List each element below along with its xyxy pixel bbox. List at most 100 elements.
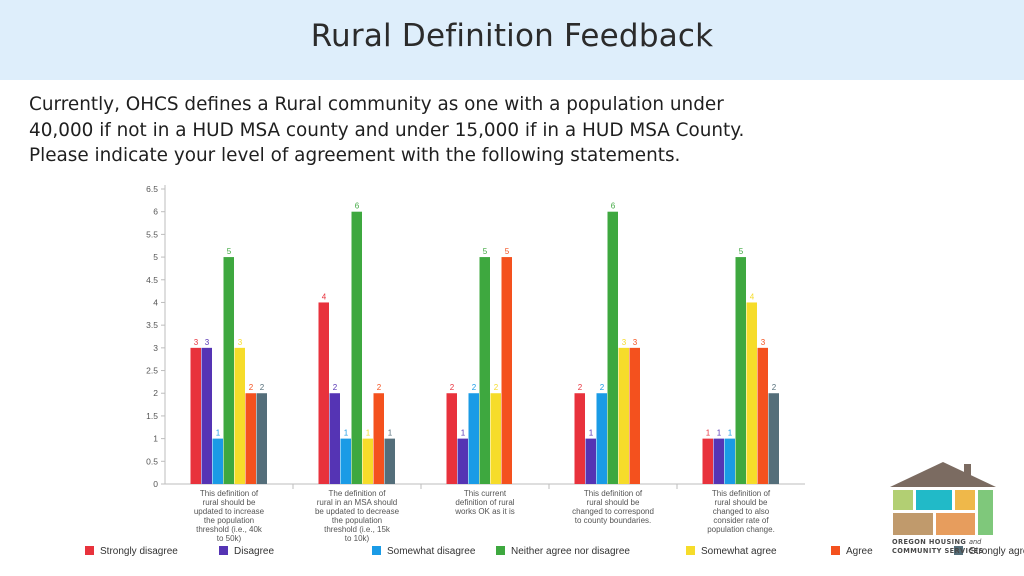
x-category-label-line: to county boundaries.: [575, 516, 652, 525]
bar: [768, 393, 779, 484]
data-label: 5: [483, 247, 488, 256]
bar: [746, 302, 757, 484]
legend-label: Disagree: [234, 546, 274, 557]
data-label: 1: [366, 429, 371, 438]
x-category-label-line: be updated to decrease: [315, 507, 400, 516]
data-label: 2: [333, 383, 338, 392]
bar: [713, 438, 724, 484]
x-category-label-line: changed to correspond: [572, 507, 654, 516]
legend-swatch: [831, 546, 840, 555]
legend-swatch: [85, 546, 94, 555]
data-label: 3: [205, 338, 210, 347]
logo-tile: [916, 490, 952, 510]
bar: [340, 438, 351, 484]
legend-label: Somewhat agree: [701, 546, 777, 557]
x-category-label: This definition of rural should be updated…: [194, 489, 265, 543]
y-tick-label: 1.5: [146, 411, 158, 421]
data-label: 2: [472, 383, 477, 392]
x-category-label-line: This definition of: [712, 489, 771, 498]
intro-line-2: 40,000 if not in a HUD MSA county and un…: [29, 119, 745, 141]
y-tick-label: 4: [153, 297, 158, 307]
data-label: 3: [238, 338, 243, 347]
x-category-label-line: the population: [332, 516, 382, 525]
legend-swatch: [496, 546, 505, 555]
bar: [735, 257, 746, 484]
bar: [468, 393, 479, 484]
data-label: 1: [461, 429, 466, 438]
x-category-label-line: works OK as it is: [454, 507, 515, 516]
logo-tile: [955, 490, 975, 510]
data-label: 2: [249, 383, 254, 392]
y-tick-label: 0: [153, 479, 158, 489]
data-label: 3: [761, 338, 766, 347]
bar: [351, 211, 362, 484]
legend-label: Strongly agree: [969, 546, 1024, 557]
bar: [629, 347, 640, 484]
data-label: 2: [494, 383, 499, 392]
data-label: 5: [739, 247, 744, 256]
bar: [234, 347, 245, 484]
bar: [245, 393, 256, 484]
legend-label: Neither agree nor disagree: [511, 546, 630, 557]
data-label: 2: [450, 383, 455, 392]
x-category-label: This definition of rural should be changed…: [572, 489, 654, 525]
bar: [201, 347, 212, 484]
legend-swatch: [372, 546, 381, 555]
bar: [585, 438, 596, 484]
legend-label: Agree: [846, 546, 873, 557]
data-label: 6: [355, 202, 360, 211]
data-label: 1: [706, 429, 711, 438]
data-label: 1: [344, 429, 349, 438]
data-label: 1: [728, 429, 733, 438]
bar: [457, 438, 468, 484]
legend-swatch: [219, 546, 228, 555]
y-tick-label: 2.5: [146, 366, 158, 376]
intro-text: Currently, OHCS defines a Rural communit…: [29, 92, 929, 169]
bar: [490, 393, 501, 484]
bar: [574, 393, 585, 484]
intro-line-1: Currently, OHCS defines a Rural communit…: [29, 94, 724, 115]
data-label: 1: [717, 429, 722, 438]
y-tick-label: 4.5: [146, 275, 158, 285]
x-category-label-line: This current: [464, 489, 507, 498]
logo-tile: [893, 490, 913, 510]
bar: [446, 393, 457, 484]
bar: [501, 257, 512, 484]
data-label: 6: [611, 202, 616, 211]
bar: [479, 257, 490, 484]
bar: [223, 257, 234, 484]
legend-label: Somewhat disagree: [387, 546, 476, 557]
y-tick-label: 6.5: [146, 184, 158, 194]
logo-line-1: OREGON HOUSING: [892, 538, 967, 546]
data-label: 2: [772, 383, 777, 392]
legend-swatch: [686, 546, 695, 555]
y-tick-label: 3.5: [146, 320, 158, 330]
data-label: 1: [216, 429, 221, 438]
bar: [256, 393, 267, 484]
x-category-label-line: rural in an MSA should: [317, 498, 398, 507]
legend-label: Strongly disagree: [100, 546, 178, 557]
bar: [724, 438, 735, 484]
logo-and: and: [968, 538, 982, 546]
x-category-label-line: rural should be: [203, 498, 256, 507]
bar: [702, 438, 713, 484]
bar: [362, 438, 373, 484]
bar: [384, 438, 395, 484]
x-category-label-line: updated to increase: [194, 507, 265, 516]
y-tick-label: 1: [153, 434, 158, 444]
bar: [318, 302, 329, 484]
logo-roof: [890, 462, 996, 487]
x-category-label-line: the population: [204, 516, 254, 525]
logo-tile: [936, 513, 975, 535]
y-tick-label: 5.5: [146, 229, 158, 239]
bar: [618, 347, 629, 484]
logo-wordmark: OREGON HOUSING and COMMUNITY SERVICES: [892, 538, 1012, 556]
logo-tile: [978, 490, 993, 535]
data-label: 2: [377, 383, 382, 392]
x-category-label-line: This definition of: [584, 489, 643, 498]
bar: [373, 393, 384, 484]
data-label: 5: [505, 247, 510, 256]
x-category-label-line: to 10k): [345, 534, 370, 543]
bar: [212, 438, 223, 484]
y-tick-label: 0.5: [146, 456, 158, 466]
